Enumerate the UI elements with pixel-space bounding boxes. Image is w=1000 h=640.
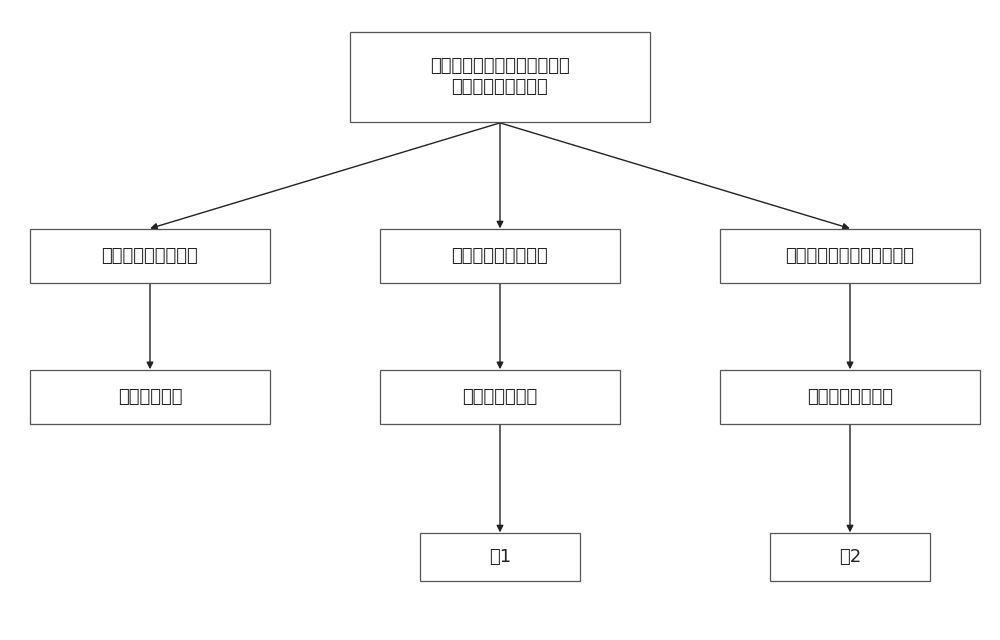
FancyBboxPatch shape bbox=[380, 228, 620, 283]
FancyBboxPatch shape bbox=[30, 228, 270, 283]
FancyBboxPatch shape bbox=[350, 32, 650, 122]
FancyBboxPatch shape bbox=[380, 369, 620, 424]
Text: 大于安全阀值的上限: 大于安全阀值的上限 bbox=[102, 247, 198, 265]
FancyBboxPatch shape bbox=[720, 228, 980, 283]
Text: 小于安全阀值的下限: 小于安全阀值的下限 bbox=[452, 247, 548, 265]
Text: 启动电动真空泵: 启动电动真空泵 bbox=[462, 388, 538, 406]
FancyBboxPatch shape bbox=[30, 369, 270, 424]
Text: 续1: 续1 bbox=[489, 548, 511, 566]
FancyBboxPatch shape bbox=[720, 369, 980, 424]
FancyBboxPatch shape bbox=[770, 532, 930, 581]
Text: 减少发动机进气量: 减少发动机进气量 bbox=[807, 388, 893, 406]
Text: 续2: 续2 bbox=[839, 548, 861, 566]
FancyBboxPatch shape bbox=[420, 532, 580, 581]
Text: 处于安全阀值的上下限之间: 处于安全阀值的上下限之间 bbox=[786, 247, 914, 265]
Text: 实时检测真空度，并与安全阀
值的上下限进行比较: 实时检测真空度，并与安全阀 值的上下限进行比较 bbox=[430, 58, 570, 96]
Text: 发动机不作动: 发动机不作动 bbox=[118, 388, 182, 406]
